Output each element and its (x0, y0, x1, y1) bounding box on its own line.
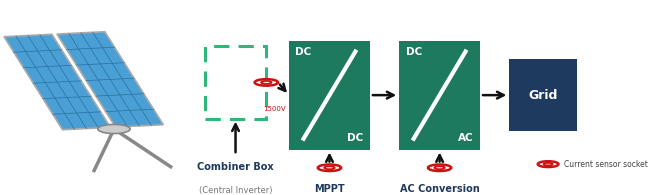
Circle shape (318, 165, 341, 171)
Circle shape (543, 163, 553, 165)
Circle shape (324, 166, 334, 169)
Text: Grid: Grid (529, 89, 558, 102)
Bar (4, 34, 111, 130)
Text: DC: DC (296, 47, 312, 57)
FancyBboxPatch shape (509, 59, 577, 131)
Text: Combiner Box: Combiner Box (197, 162, 274, 172)
Bar (57, 32, 163, 127)
Circle shape (434, 166, 445, 169)
Text: AC: AC (458, 133, 474, 143)
Circle shape (261, 81, 272, 84)
Text: AC Conversion: AC Conversion (400, 184, 480, 194)
Circle shape (428, 165, 452, 171)
Circle shape (98, 124, 131, 134)
FancyBboxPatch shape (289, 41, 370, 150)
Circle shape (254, 79, 278, 86)
Circle shape (537, 161, 559, 167)
Text: Current sensor socket: Current sensor socket (564, 160, 648, 169)
Text: DC: DC (347, 133, 364, 143)
Text: 1500V: 1500V (263, 106, 286, 112)
FancyBboxPatch shape (399, 41, 480, 150)
Text: (Central Inverter): (Central Inverter) (198, 186, 272, 195)
Text: MPPT: MPPT (314, 184, 345, 194)
Text: DC: DC (406, 47, 422, 57)
